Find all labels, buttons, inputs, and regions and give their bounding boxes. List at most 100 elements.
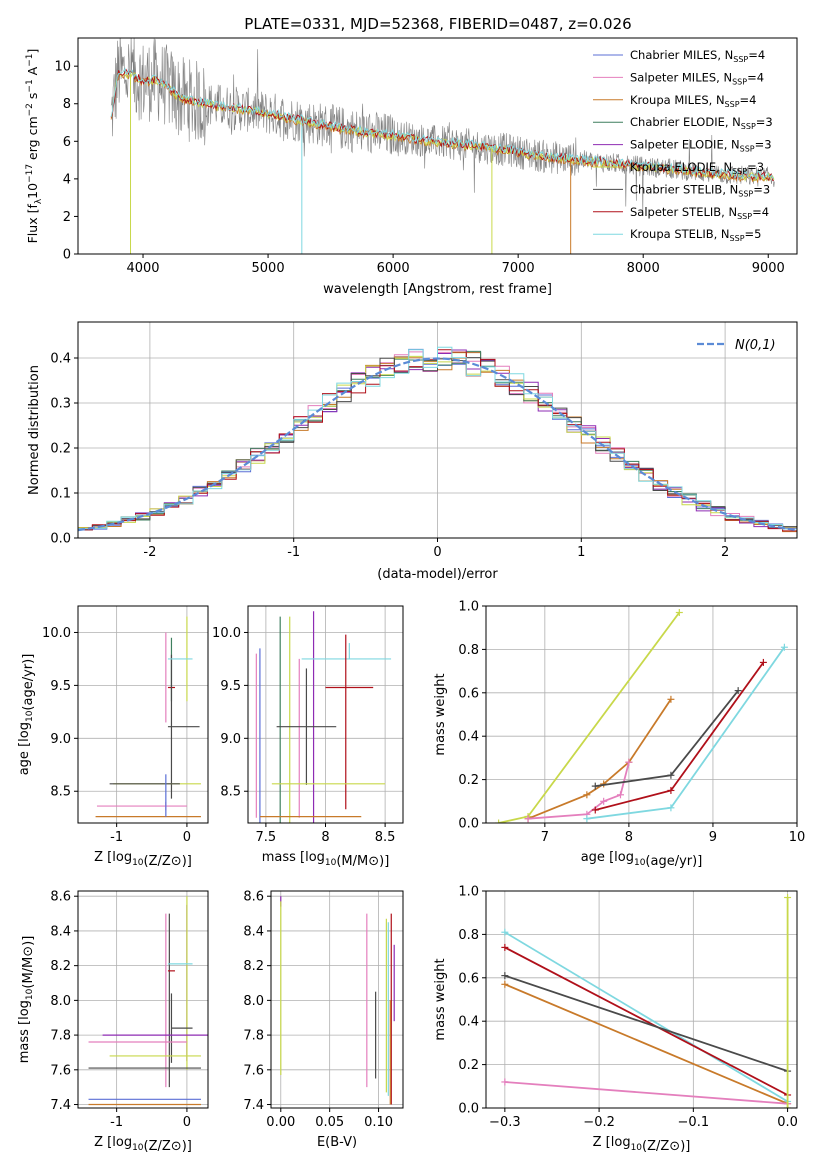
x-tick-label: 0.0	[777, 1115, 798, 1130]
legend-name: Kroupa STELIB, N	[630, 227, 730, 241]
cumulative-line	[498, 611, 681, 823]
y-label-part: A	[25, 66, 40, 79]
axes-border	[485, 890, 798, 1109]
x-axis-label-part: )]	[379, 854, 389, 869]
x-tick-label: 6000	[377, 261, 410, 276]
y-tick-label: 9.5	[220, 679, 241, 694]
axes-border	[77, 605, 209, 824]
axes-frame: 7.5 8 8.5 8.5 9.0 9.5 10.0 mass [log10(M/M⊙)]	[212, 605, 404, 869]
y-tick-label: 0.4	[458, 730, 479, 745]
y-tick-label: 8.6	[243, 890, 264, 905]
y-label-part: (M/M⊙)]	[21, 936, 36, 989]
legend-name: Chabrier MILES, N	[630, 48, 733, 62]
x-axis-label-part: ⊙	[171, 1139, 182, 1154]
x-tick-label: -1	[110, 830, 123, 845]
figure-title: PLATE=0331, MJD=52368, FIBERID=0487, z=0…	[244, 15, 631, 33]
y-tick-label: 10.0	[212, 626, 241, 641]
y-tick-label: 0.4	[50, 352, 71, 367]
legend-nssp: =3	[755, 138, 772, 152]
legend-nssp: =4	[740, 93, 757, 107]
x-tick-label: 5000	[252, 261, 285, 276]
plot-area	[95, 616, 201, 818]
y-label-part: λ	[34, 198, 44, 204]
plot-area	[88, 896, 208, 1106]
x-axis-label-part: log	[614, 850, 634, 865]
y-tick-label: 0.6	[458, 971, 479, 986]
legend-name: Salpeter MILES, N	[630, 70, 732, 84]
cumulative-line	[527, 761, 630, 820]
x-tick-label: -2	[143, 545, 156, 560]
x-tick-label: -1	[287, 545, 300, 560]
x-tick-label: 0	[433, 545, 441, 560]
x-axis-label-part: age [	[581, 850, 614, 865]
legend-nssp: =4	[748, 48, 765, 62]
y-tick-label: 8.4	[243, 924, 264, 939]
x-tick-label: 9	[709, 830, 717, 845]
x-axis-label-part: )]	[680, 1139, 690, 1154]
plot-area	[110, 38, 775, 254]
subscript: SSP	[741, 122, 756, 131]
y-tick-label: 1.0	[458, 885, 479, 900]
legend-nssp: =3	[756, 115, 773, 129]
legend-nssp: =5	[745, 227, 762, 241]
legend-name: Chabrier STELIB, N	[630, 182, 738, 196]
y-tick-label: 0.0	[458, 817, 479, 832]
subscript: SSP	[737, 212, 752, 221]
cumulative-line	[504, 983, 788, 1105]
subscript: SSP	[732, 77, 747, 86]
y-label-part: s	[25, 93, 40, 104]
subscript: 10	[132, 1143, 144, 1153]
x-axis-label-part: log	[305, 850, 325, 865]
cumulative-line	[504, 946, 789, 1096]
y-tick-label: 8.6	[50, 890, 71, 905]
panel-mass-vs-EBV: 0.00 0.05 0.10 7.4 7.6 7.8 8.0 8.2 8.4 8.6 E(B-V)	[243, 890, 404, 1150]
y-tick-label: 8.0	[50, 994, 71, 1009]
y-label-part: Flux [f	[25, 204, 40, 244]
x-axis-label-part: ⊙	[368, 854, 379, 869]
x-tick-label: −0.3	[489, 1115, 521, 1130]
panel-spectrum: 4000 5000 6000 7000 8000 9000 0 2 4 6 8 10 wavelengt…	[25, 37, 798, 297]
axes-border	[77, 37, 798, 255]
y-tick-label: 0	[63, 248, 71, 263]
figure-content: 4000 5000 6000 7000 8000 90000246810wavelengt…	[17, 37, 805, 1154]
axes-border	[270, 890, 404, 1109]
y-tick-label: 7.6	[243, 1063, 264, 1078]
subscript: SSP	[740, 145, 755, 154]
cumulative-line	[527, 698, 672, 820]
y-tick-label: 7.4	[50, 1098, 71, 1113]
x-axis-label-part: log	[611, 1135, 631, 1150]
x-axis-label-part: )]	[182, 1139, 192, 1154]
legend-name: Kroupa MILES, N	[630, 93, 725, 107]
plot-area	[280, 896, 395, 1105]
x-tick-label: 8	[321, 830, 329, 845]
x-axis-label-part: Z [	[593, 1135, 611, 1150]
y-tick-label: 7.6	[50, 1063, 71, 1078]
axes-border	[77, 890, 209, 1109]
y-label-part: log	[17, 722, 32, 742]
y-tick-label: 0.6	[458, 686, 479, 701]
y-tick-label: 7.8	[50, 1029, 71, 1044]
y-axis-label: age [log10(age/yr)]	[17, 654, 36, 776]
axes-frame: -1 07.47.67.88.08.28.48.6Z [log10(Z/Z⊙)]m…	[17, 890, 209, 1154]
x-axis-label-part: (Z/Z	[144, 854, 171, 869]
x-tick-label: 4000	[126, 261, 159, 276]
x-axis-label: E(B-V)	[317, 1135, 357, 1150]
x-axis-label-part: Z [	[94, 1135, 112, 1150]
y-tick-label: 0.0	[50, 532, 71, 547]
x-axis-label: Z [log10(Z/Z⊙)]	[94, 1135, 192, 1154]
y-axis-label: mass [log10(M/M⊙)]	[17, 936, 36, 1064]
x-axis-label-part: (Z/Z	[642, 1139, 669, 1154]
y-axis-label: mass weight	[433, 958, 448, 1040]
x-tick-label: 10	[789, 830, 806, 845]
legend-label: Salpeter MILES, NSSP=4	[630, 70, 764, 86]
y-tick-label: 8.2	[50, 959, 71, 974]
y-tick-label: 6	[63, 135, 71, 150]
panel-mass-vs-Z: -1 07.47.67.88.08.28.48.6Z [log10(Z/Z⊙)]m…	[17, 890, 209, 1154]
y-label-part: log	[17, 1000, 32, 1020]
legend-label: Chabrier MILES, NSSP=4	[630, 48, 765, 64]
legend-label: Salpeter ELODIE, NSSP=3	[630, 138, 772, 154]
legend-name: Salpeter STELIB, N	[630, 205, 737, 219]
plot-area	[495, 609, 788, 823]
